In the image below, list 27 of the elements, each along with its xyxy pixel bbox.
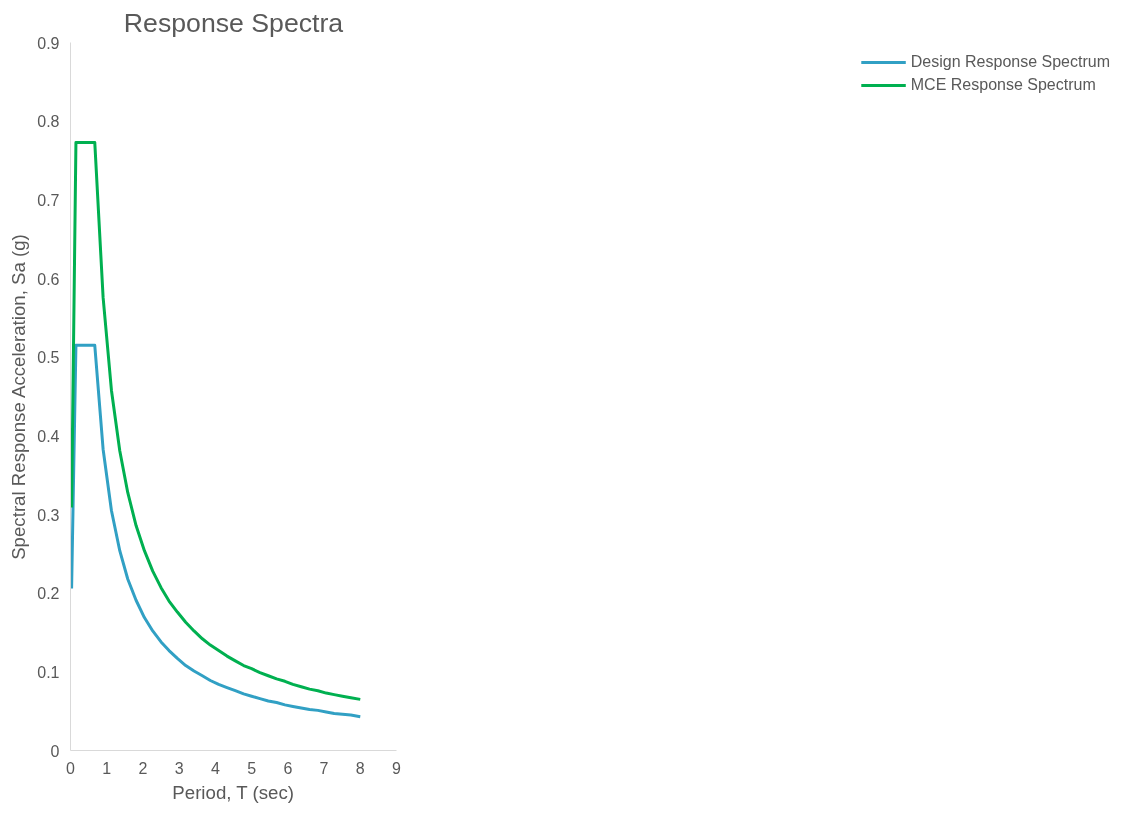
x-tick-label: 0 [66,759,76,777]
x-tick-label: 4 [210,759,220,777]
y-tick-label: 0.8 [37,113,60,131]
y-tick-label: 0.5 [37,349,60,367]
x-tick-label: 3 [174,759,184,777]
x-tick-label: 5 [247,759,257,777]
x-tick-label: 8 [355,759,365,777]
y-tick-label: 0.4 [37,427,60,445]
x-tick-label: 6 [283,759,293,777]
y-tick-label: 0.9 [37,34,60,52]
legend-label: MCE Response Spectrum [910,76,1096,94]
x-tick-label: 7 [319,759,329,777]
y-tick-label: 0 [50,742,60,760]
y-tick-label: 0.1 [37,663,60,681]
line-series [70,140,362,701]
legend-label: Design Response Spectrum [910,53,1110,71]
x-tick-label: 9 [392,759,402,777]
x-axis-title: Period, T (sec) [172,781,295,803]
y-tick-label: 0.2 [37,585,60,603]
y-axis-title: Spectral Response Acceleration, Sa (g) [8,234,30,560]
line-series [70,343,362,719]
x-tick-label: 2 [138,759,148,777]
chart-title: Response Spectra [123,7,344,38]
y-tick-label: 0.6 [37,270,60,288]
y-tick-label: 0.3 [37,506,60,524]
y-tick-label: 0.7 [37,191,60,209]
x-tick-label: 1 [102,759,112,777]
